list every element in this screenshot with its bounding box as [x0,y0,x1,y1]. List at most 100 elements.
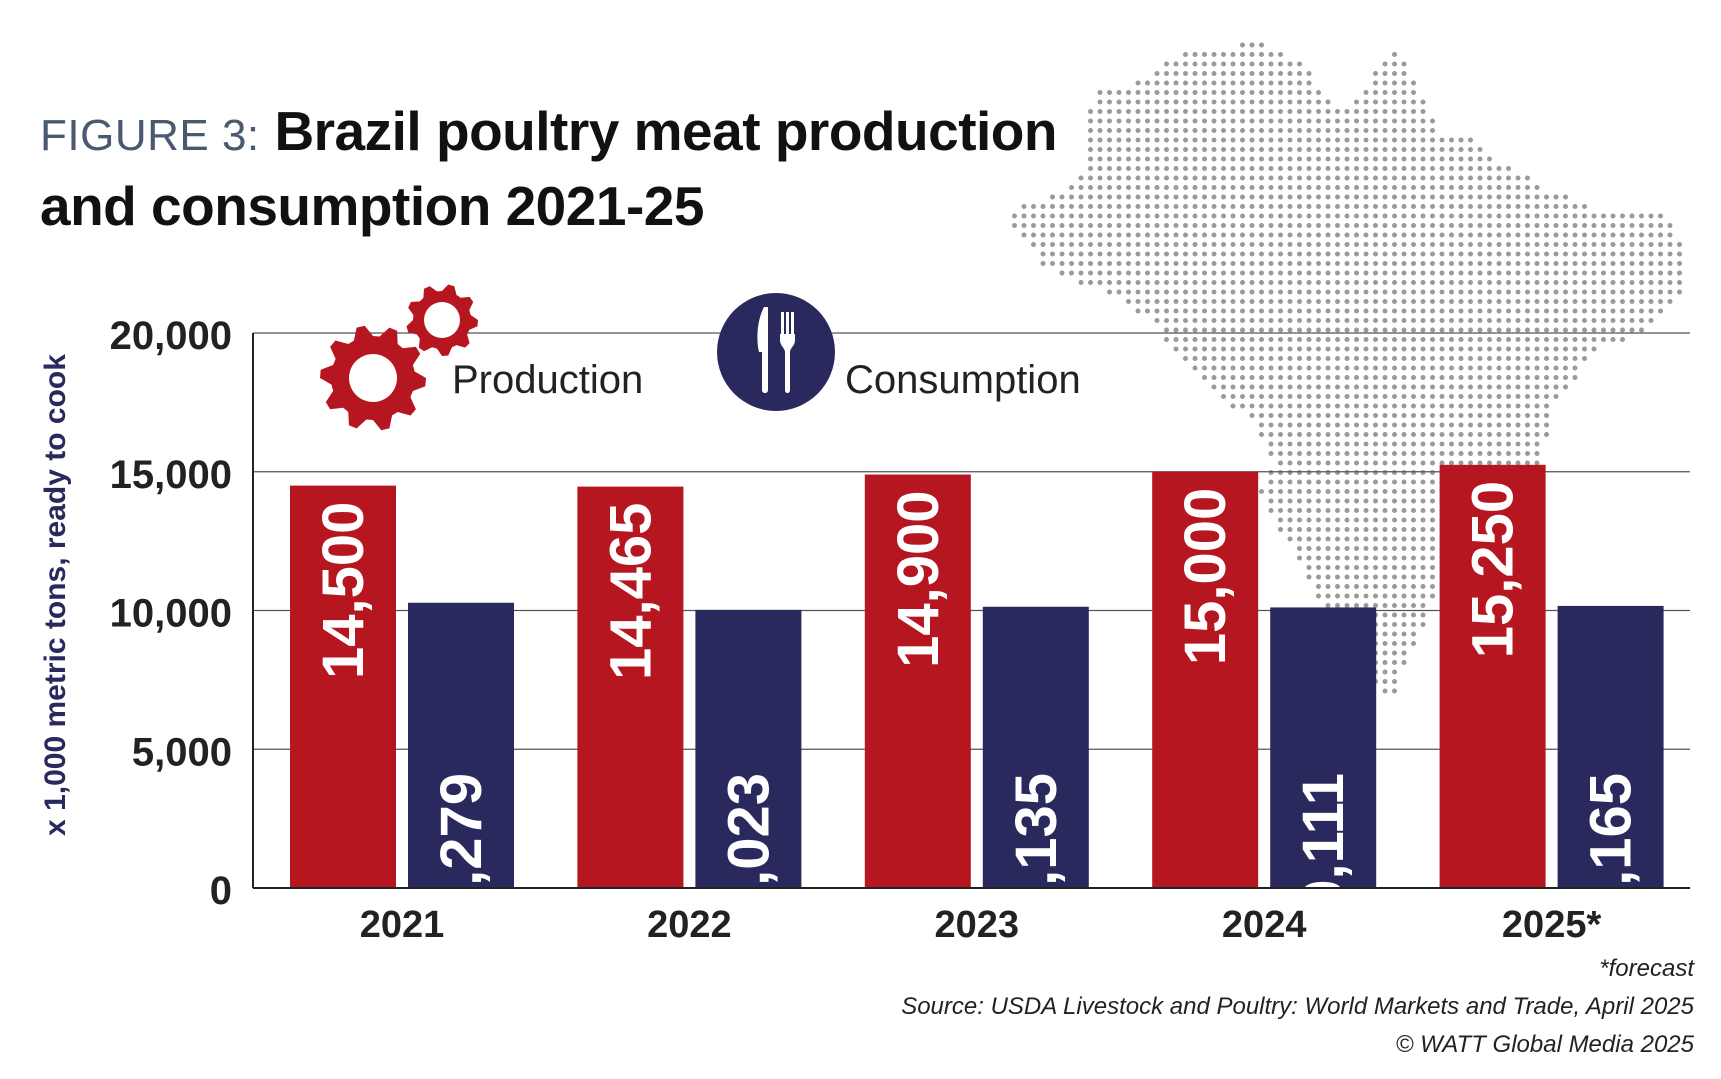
map-dot [1268,498,1274,504]
map-dot [1325,356,1331,361]
map-dot [1363,451,1369,456]
map-dot [1202,99,1207,105]
map-dot [1126,175,1131,181]
map-dot [1553,223,1559,228]
map-dot [1373,109,1378,114]
map-dot [1221,137,1226,143]
map-dot [1534,280,1540,285]
map-dot [1354,223,1359,228]
map-dot [1240,213,1245,219]
map-dot [1477,204,1483,209]
map-dot [1411,137,1416,143]
map-dot [1278,147,1283,152]
map-dot [1620,327,1625,333]
map-dot [1202,318,1207,323]
map-dot [1325,441,1331,447]
map-dot [1069,261,1074,266]
map-dot [1297,251,1302,257]
map-dot [1363,90,1369,95]
map-dot [1392,403,1397,409]
map-dot [1344,384,1350,390]
map-dot [1344,574,1350,580]
map-dot [1306,99,1312,105]
map-dot [1392,432,1397,437]
map-dot [1031,242,1036,247]
x-tick-label: 2024 [1222,904,1307,946]
map-dot [1287,460,1293,466]
map-dot [1439,413,1445,418]
map-dot [1306,166,1312,171]
map-dot [1164,175,1169,181]
map-dot [1563,194,1568,200]
map-dot [1259,318,1264,323]
map-dot [1221,299,1226,304]
map-dot [1211,356,1217,361]
map-dot [1506,451,1511,456]
map-dot [1335,223,1340,228]
map-dot [1392,213,1397,219]
map-dot [1335,441,1340,447]
map-dot [1221,327,1226,333]
map-dot [1211,185,1217,190]
map-dot [1325,384,1331,390]
map-dot [1306,232,1312,238]
map-dot [1154,204,1160,209]
map-dot [1164,118,1169,124]
map-dot [1534,365,1540,371]
map-dot [1325,565,1331,570]
map-dot [1268,99,1274,105]
map-dot [1297,346,1302,352]
map-dot [1449,280,1454,285]
map-dot [1344,185,1350,190]
map-dot [1534,337,1540,342]
map-dot [1411,80,1416,86]
map-dot [1373,90,1378,95]
map-dot [1192,80,1198,86]
map-dot [1335,242,1340,247]
map-dot [1373,470,1378,475]
map-dot [1487,166,1492,171]
map-dot [1126,242,1131,247]
map-dot [1544,242,1549,247]
map-dot [1439,232,1445,238]
map-dot [1287,128,1293,133]
map-dot [1506,242,1511,247]
x-tick-label: 2025* [1502,904,1602,946]
map-dot [1278,61,1283,67]
map-dot [1553,232,1559,238]
map-dot [1240,242,1245,247]
map-dot [1230,213,1236,219]
map-dot [1487,194,1492,200]
map-dot [1382,650,1388,656]
map-dot [1240,403,1245,409]
map-dot [1430,289,1435,295]
map-dot [1126,299,1131,304]
map-dot [1116,118,1122,124]
map-dot [1325,555,1331,561]
map-dot [1297,156,1302,162]
map-dot [1420,375,1426,380]
map-dot [1506,441,1511,447]
map-dot [1439,460,1445,466]
map-dot [1268,422,1274,428]
map-dot [1411,631,1416,637]
map-dot [1354,128,1359,133]
map-dot [1107,118,1112,124]
map-dot [1097,166,1103,171]
map-dot [1297,137,1302,143]
map-dot [1468,375,1473,380]
map-dot [1316,422,1321,428]
map-dot [1373,356,1378,361]
map-dot [1240,251,1245,257]
map-dot [1268,441,1274,447]
map-dot [1335,422,1340,428]
map-dot [1335,137,1340,143]
map-dot [1544,327,1549,333]
map-dot [1135,166,1141,171]
map-dot [1439,308,1445,314]
map-dot [1420,622,1426,627]
map-dot [1316,289,1321,295]
map-dot [1420,546,1426,551]
map-dot [1164,90,1169,95]
map-dot [1373,403,1378,409]
